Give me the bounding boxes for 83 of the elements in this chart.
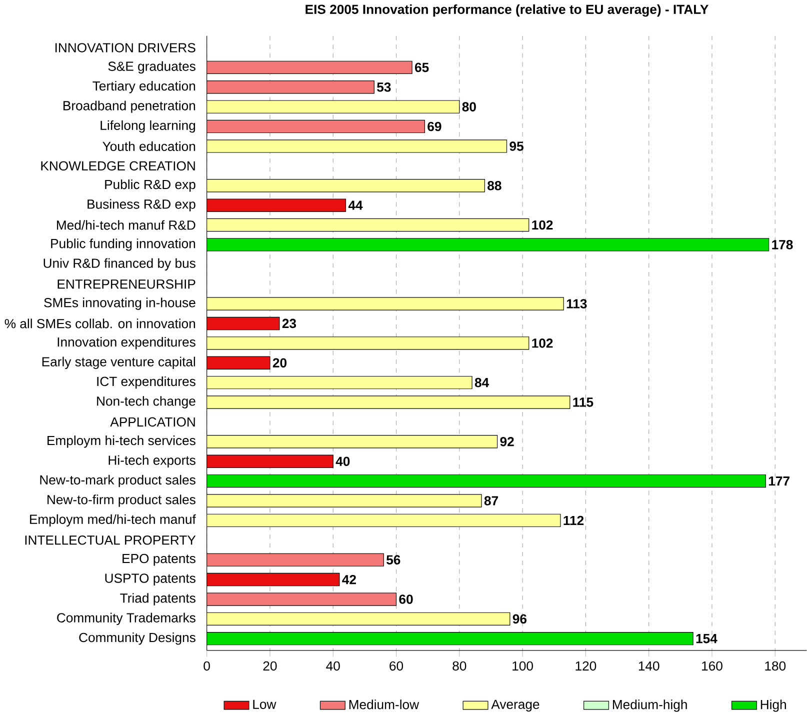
y-tick-label: Employm med/hi-tech manuf <box>30 514 196 527</box>
data-label: 87 <box>484 496 498 506</box>
data-label: 44 <box>348 200 363 210</box>
data-label: 40 <box>336 456 350 466</box>
bar <box>206 140 508 153</box>
bar <box>206 474 766 488</box>
data-label: 92 <box>500 437 514 446</box>
bar <box>206 612 510 626</box>
x-tick-label: 100 <box>512 661 533 671</box>
x-tick-label: 120 <box>576 661 596 671</box>
legend-label: Average <box>491 700 540 712</box>
data-label: 177 <box>768 476 790 486</box>
y-tick-label: Lifelong learning <box>100 120 196 133</box>
x-tick-label: 60 <box>390 661 404 671</box>
bar <box>206 179 485 192</box>
y-tick-label: KNOWLEDGE CREATION <box>41 161 195 171</box>
y-tick-label: Public funding innovation <box>51 238 196 251</box>
y-tick-label: Business R&D exp <box>88 199 196 212</box>
data-label: 96 <box>512 614 526 624</box>
y-tick-label: ENTREPRENEURSHIP <box>58 279 196 289</box>
x-tick-label: 40 <box>326 661 340 671</box>
x-tick-label: 80 <box>452 661 466 671</box>
y-tick-label: Univ R&D financed by bus <box>44 258 196 271</box>
bar <box>206 514 561 528</box>
bar <box>206 238 770 252</box>
y-tick-label: New-to-firm product sales <box>48 494 196 507</box>
data-label: 56 <box>386 555 400 565</box>
data-label: 23 <box>282 318 296 328</box>
y-tick-label: Med/hi-tech manuf R&D <box>57 220 196 230</box>
data-label: 88 <box>488 181 502 190</box>
y-tick-label: INTELLECTUAL PROPERTY <box>25 536 196 545</box>
y-tick-label: Early stage venture capital <box>42 356 196 370</box>
y-tick-label: Community Trademarks <box>57 612 196 626</box>
y-tick-label: S&E graduates <box>108 61 196 74</box>
y-tick-label: Community Designs <box>79 632 196 645</box>
data-label: 112 <box>564 516 584 526</box>
data-label: 154 <box>696 634 718 644</box>
y-tick-label: APPLICATION <box>110 417 195 427</box>
bar <box>206 218 530 232</box>
bar <box>206 396 570 409</box>
x-tick-label: 140 <box>638 661 660 671</box>
y-tick-label: Tertiary education <box>92 81 196 94</box>
bar <box>206 494 482 508</box>
data-label: 115 <box>573 398 594 407</box>
data-label: 20 <box>272 358 286 368</box>
data-label: 42 <box>342 575 356 584</box>
data-label: 53 <box>377 82 391 92</box>
legend-label: Low <box>253 700 276 710</box>
y-tick-label: INNOVATION DRIVERS <box>55 43 196 52</box>
y-tick-label: Employm hi-tech services <box>48 436 196 448</box>
x-tick-label: 180 <box>765 661 786 671</box>
y-tick-label: ICT expenditures <box>97 376 196 389</box>
data-label: 84 <box>474 378 490 388</box>
legend-label: Medium-low <box>349 700 420 710</box>
y-tick-label: Innovation expenditures <box>58 337 196 350</box>
y-tick-label: Public R&D exp <box>105 180 196 192</box>
y-tick-label: SMEs innovating in-house <box>44 298 196 310</box>
x-tick-label: 160 <box>702 661 722 671</box>
chart-title: EIS 2005 Innovation performance (relative to EU average) - ITALY <box>306 4 709 17</box>
data-label: 102 <box>532 220 553 230</box>
bar <box>206 356 270 370</box>
y-tick-label: Broadband penetration <box>64 100 196 113</box>
data-label: 102 <box>532 338 553 348</box>
legend-label: Medium-high <box>612 700 687 712</box>
data-label: 95 <box>510 142 524 151</box>
y-tick-label: Hi-tech exports <box>108 455 196 468</box>
legend-label: High <box>760 700 786 712</box>
y-tick-label: Youth education <box>102 141 196 152</box>
y-tick-label: % all SMEs collab. on innovation <box>4 318 196 328</box>
data-label: 60 <box>399 594 413 604</box>
y-tick-label: USPTO patents <box>105 574 196 586</box>
bar <box>206 60 412 74</box>
data-label: 113 <box>566 299 587 308</box>
data-label: 69 <box>428 122 442 132</box>
x-tick-label: 20 <box>263 661 277 671</box>
y-tick-label: EPO patents <box>122 554 196 566</box>
x-tick-label: 0 <box>204 661 210 671</box>
data-label: 80 <box>462 102 476 112</box>
y-tick-label: Triad patents <box>120 593 196 606</box>
data-label: 178 <box>772 240 793 250</box>
y-tick-label: Non-tech change <box>97 396 196 408</box>
y-tick-label: New-to-mark product sales <box>40 474 196 488</box>
data-label: 65 <box>414 62 429 72</box>
